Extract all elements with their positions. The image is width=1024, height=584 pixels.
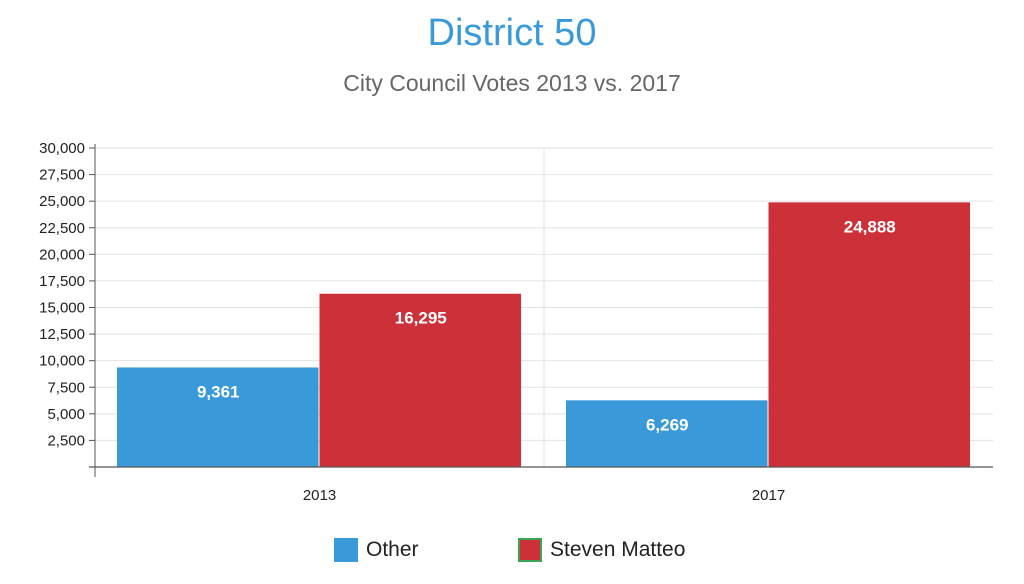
bar-chart: 2,500 5,000 7,500 10,000 12,500 15,000 17,500 2… — [39, 140, 993, 504]
bar — [117, 367, 319, 467]
bar-data-label: 6,269 — [646, 415, 689, 434]
y-tick-label: 27,500 — [39, 167, 85, 184]
bars — [117, 202, 970, 467]
y-tick-label: 10,000 — [39, 353, 85, 370]
labels: 2,500 5,000 7,500 10,000 12,500 15,000 17,500 2… — [39, 140, 896, 504]
y-tick-label: 5,000 — [47, 406, 85, 423]
y-tick-label: 30,000 — [39, 140, 85, 157]
y-tick-label: 15,000 — [39, 300, 85, 317]
bar-data-label: 24,888 — [844, 217, 896, 236]
y-tick-label: 22,500 — [39, 220, 85, 237]
x-tick-label: 2017 — [752, 487, 785, 504]
bar — [319, 293, 521, 467]
axes — [89, 144, 993, 477]
bar-data-label: 16,295 — [395, 309, 447, 328]
legend-item-steven-matteo[interactable]: Steven Matteo — [518, 534, 685, 566]
y-tick-label: 2,500 — [47, 432, 85, 449]
y-tick-label: 17,500 — [39, 273, 85, 290]
bar-data-label: 9,361 — [197, 382, 240, 401]
legend: Other Steven Matteo — [0, 534, 1024, 566]
legend-item-other[interactable]: Other — [334, 534, 419, 566]
y-tick-label: 12,500 — [39, 326, 85, 343]
y-tick-label: 20,000 — [39, 246, 85, 263]
legend-swatch-steven-matteo — [518, 538, 542, 562]
legend-label-other: Other — [366, 538, 419, 561]
bar — [768, 202, 970, 467]
y-tick-label: 25,000 — [39, 193, 85, 210]
x-tick-label: 2013 — [303, 487, 336, 504]
y-tick-label: 7,500 — [47, 379, 85, 396]
bar — [566, 400, 768, 467]
legend-label-steven-matteo: Steven Matteo — [550, 538, 686, 561]
chart-subtitle: City Council Votes 2013 vs. 2017 — [343, 70, 681, 96]
legend-swatch-other — [334, 538, 358, 562]
chart-title: District 50 — [427, 12, 597, 54]
